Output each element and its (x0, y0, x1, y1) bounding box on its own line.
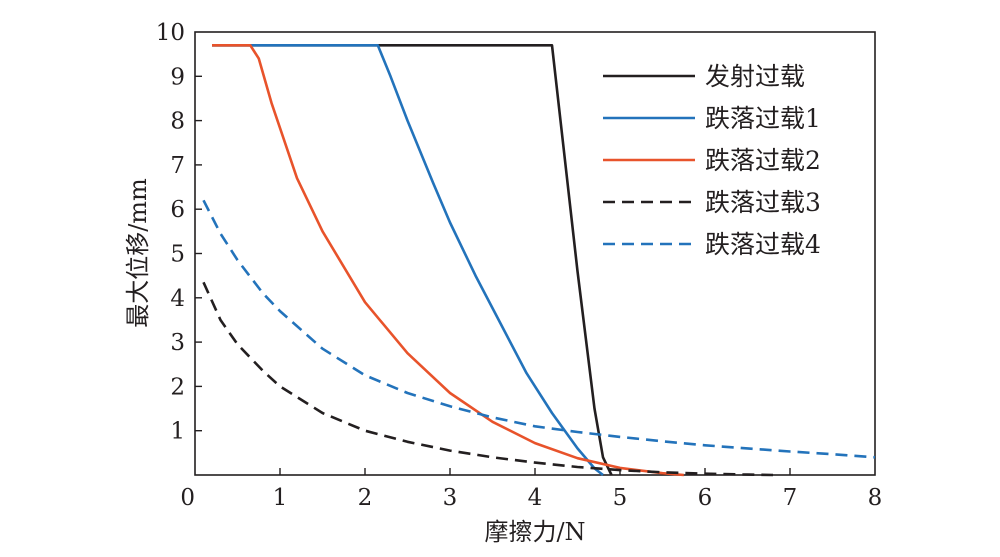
y-tick-label: 7 (170, 153, 185, 179)
x-axis-label: 摩擦力/N (484, 518, 585, 546)
series-line-2 (212, 44, 604, 477)
y-tick-label: 5 (170, 242, 185, 268)
x-axis-ticks: 0 1 2 3 4 5 6 7 8 (180, 468, 882, 511)
x-tick-label: 5 (613, 485, 628, 511)
y-tick-label: 10 (156, 20, 185, 46)
y-tick-label: 2 (170, 374, 185, 400)
x-tick-label: 7 (783, 485, 798, 511)
x-tick-label: 6 (698, 485, 713, 511)
x-tick-label: 4 (528, 485, 543, 511)
x-tick-label: 3 (443, 485, 458, 511)
y-axis-label: 最大位移/mm (124, 178, 152, 328)
legend-label-1: 发射过载 (705, 62, 805, 91)
series-line-5 (202, 199, 876, 459)
y-tick-label: 1 (170, 419, 185, 445)
legend-label-2: 跌落过载1 (705, 104, 821, 133)
x-tick-label: 1 (273, 485, 288, 511)
legend-label-4: 跌落过载3 (705, 188, 821, 217)
y-tick-label: 9 (170, 64, 185, 90)
y-tick-label: 6 (170, 197, 185, 223)
series-line-4 (202, 281, 774, 477)
legend-label-3: 跌落过载2 (705, 146, 821, 175)
series-layer (202, 44, 876, 477)
x-tick-label: 2 (358, 485, 373, 511)
y-axis-ticks: 1 2 3 4 5 6 7 8 9 10 (156, 20, 202, 445)
legend-label-5: 跌落过载4 (705, 230, 821, 259)
y-tick-label: 4 (170, 286, 185, 312)
x-tick-label: 0 (180, 485, 195, 511)
series-line-3 (212, 44, 684, 477)
x-tick-label: 8 (868, 485, 883, 511)
y-tick-label: 3 (170, 330, 185, 356)
y-tick-label: 8 (170, 109, 185, 135)
